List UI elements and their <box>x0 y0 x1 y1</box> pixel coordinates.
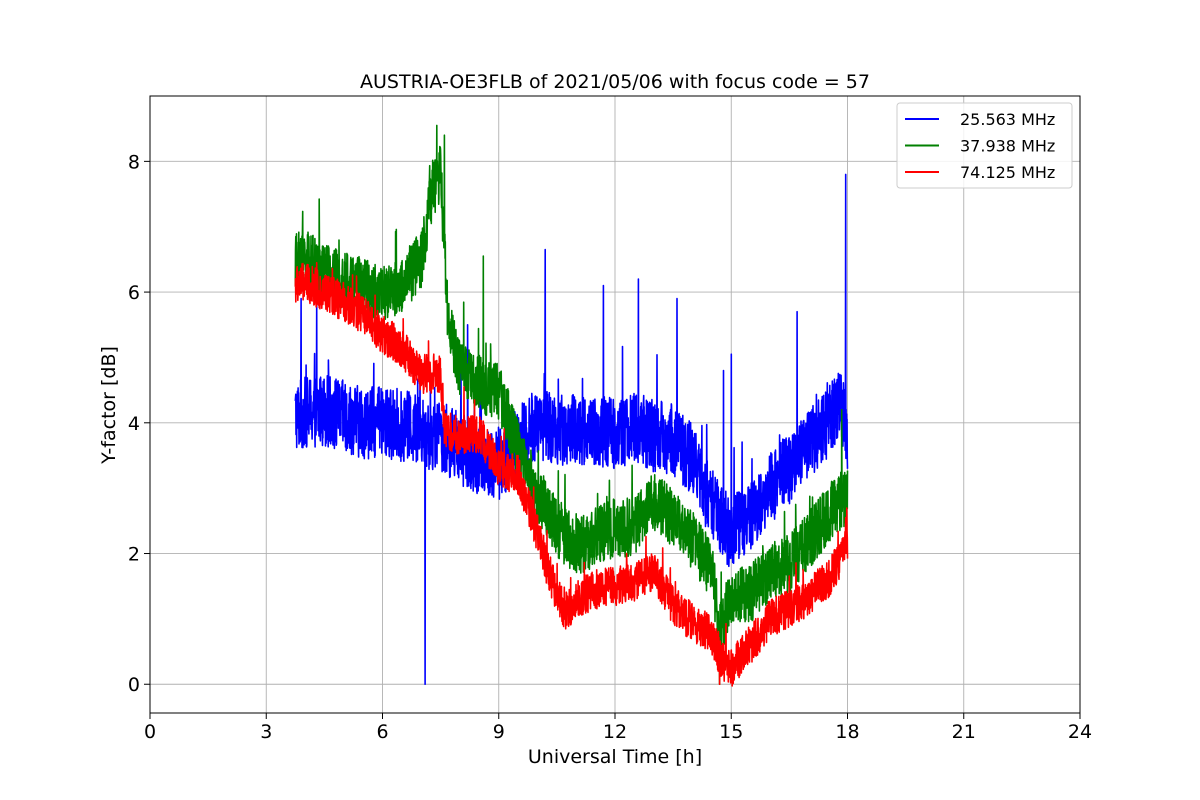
series-line-1 <box>294 173 849 685</box>
chart-title: AUSTRIA-OE3FLB of 2021/05/06 with focus … <box>360 71 870 93</box>
x-axis-label: Universal Time [h] <box>528 746 702 768</box>
x-tick-label: 15 <box>719 721 743 743</box>
legend-label-1: 25.563 MHz <box>960 110 1055 129</box>
series-layer <box>294 124 849 687</box>
y-axis-label: Y-factor [dB] <box>98 346 120 465</box>
y-tick-label: 4 <box>128 413 140 435</box>
legend-label-3: 74.125 MHz <box>960 163 1055 182</box>
y-tick-label: 0 <box>128 674 140 696</box>
x-tick-label: 3 <box>260 721 272 743</box>
y-tick-label: 8 <box>128 151 140 173</box>
legend-box <box>896 102 1073 189</box>
x-tick-label: 21 <box>952 721 976 743</box>
x-tick-label: 24 <box>1068 721 1092 743</box>
x-tick-label: 12 <box>603 721 627 743</box>
x-tick-label: 0 <box>144 721 156 743</box>
x-tick-label: 18 <box>835 721 859 743</box>
series-line-2 <box>294 124 849 685</box>
y-tick-label: 2 <box>128 544 140 566</box>
y-tick-label: 6 <box>128 282 140 304</box>
legend: 25.563 MHz 37.938 MHz 74.125 MHz <box>896 102 1073 189</box>
x-tick-label: 6 <box>376 721 388 743</box>
series-line-3 <box>294 261 849 687</box>
x-tick-label: 9 <box>493 721 505 743</box>
legend-label-2: 37.938 MHz <box>960 137 1055 156</box>
